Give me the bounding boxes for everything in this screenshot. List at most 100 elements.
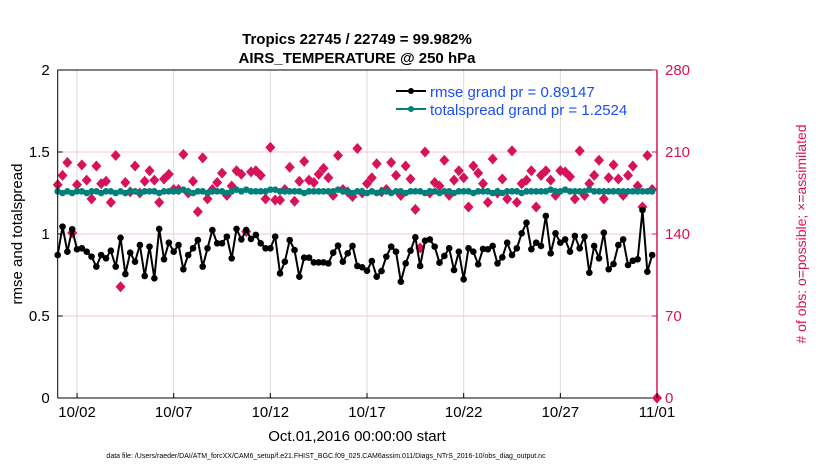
totalspread-point <box>146 188 153 195</box>
rmse-point <box>455 248 463 256</box>
rmse-point <box>180 265 187 273</box>
totalspread-point <box>325 188 332 195</box>
rmse-point <box>88 253 95 260</box>
totalspread-point <box>407 188 414 195</box>
obs-count-marker <box>405 173 416 185</box>
grid <box>57 70 658 398</box>
rmse-point <box>102 254 110 262</box>
totalspread-point <box>160 188 168 195</box>
totalspread-point <box>209 188 216 195</box>
obs-count-marker <box>101 175 112 187</box>
obs-count-marker <box>366 172 377 184</box>
obs-count-marker <box>197 152 208 164</box>
obs-count-marker <box>362 178 373 190</box>
obs-count-marker <box>299 155 310 167</box>
totalspread-point <box>474 188 482 195</box>
rmse-point <box>165 239 173 246</box>
rmse-point <box>542 212 550 220</box>
totalspread-point <box>339 188 347 195</box>
totalspread-point <box>648 188 656 195</box>
rmse-point <box>431 243 438 250</box>
rmse-point <box>528 245 535 253</box>
rmse-point <box>499 253 506 261</box>
rmse-point <box>397 278 405 286</box>
obs-count-marker <box>420 146 431 158</box>
rmse-point <box>122 270 129 278</box>
obs-count-marker <box>144 165 155 177</box>
rmse-point <box>315 259 322 266</box>
rmse-point <box>213 240 221 247</box>
rmse-point <box>590 242 598 250</box>
obs-count-marker <box>105 196 116 208</box>
totalspread-point <box>590 188 598 195</box>
obs-count-marker <box>623 169 634 181</box>
rmse-point <box>93 263 100 270</box>
totalspread-point <box>576 188 583 195</box>
rmse-point <box>349 242 356 250</box>
obs-count-marker <box>608 159 619 171</box>
rmse-point <box>465 244 472 252</box>
obs-count-marker <box>323 172 334 184</box>
obs-count-marker <box>212 176 223 188</box>
obs-count-marker <box>589 169 600 181</box>
rmse-point <box>639 206 646 214</box>
totalspread-point <box>528 188 535 195</box>
rmse-point <box>257 240 264 247</box>
totalspread-point <box>354 188 361 195</box>
rmse-point <box>184 251 192 259</box>
totalspread-point <box>426 188 434 195</box>
obs-count-marker <box>352 142 363 154</box>
rmse-point <box>271 233 279 240</box>
totalspread-point <box>634 188 641 195</box>
rmse-point <box>523 219 530 226</box>
rmse-point <box>479 245 487 253</box>
obs-count-marker <box>545 174 556 186</box>
rmse-point <box>552 230 559 237</box>
rmse-point <box>334 242 342 249</box>
rmse-point <box>436 259 443 267</box>
rmse-point <box>325 260 332 267</box>
rmse-point <box>126 249 134 256</box>
rmse-point <box>600 229 608 236</box>
rmse-point <box>204 244 211 252</box>
legend-totalspread-label: totalspread grand pr = 1.2524 <box>430 102 627 119</box>
rmse-point <box>300 254 308 261</box>
rmse-point <box>281 258 289 266</box>
rmse-point <box>339 258 347 266</box>
totalspread-point <box>315 188 322 195</box>
obs-count-marker <box>72 179 83 191</box>
rmse-point <box>209 226 216 234</box>
obs-count-marker <box>217 167 228 179</box>
obs-count-marker <box>478 178 489 190</box>
rmse-point <box>383 253 390 260</box>
obs-count-marker <box>574 145 585 157</box>
x-tick-label: 10/12 <box>252 404 290 421</box>
obs-count-marker <box>386 157 397 169</box>
x-tick-label: 10/22 <box>445 404 483 421</box>
x-tick-label: 10/27 <box>542 404 580 421</box>
totalspread-point <box>194 188 202 195</box>
totalspread-point <box>508 188 516 195</box>
obs-count-marker <box>540 165 551 177</box>
obs-count-marker <box>453 165 464 177</box>
obs-count-marker <box>434 180 445 192</box>
totalspread-point <box>73 188 81 195</box>
rmse-point <box>146 243 153 250</box>
totalspread-point <box>252 188 260 195</box>
totalspread-point <box>281 188 289 195</box>
totalspread-point <box>392 188 400 195</box>
rmse-point <box>175 241 182 249</box>
rmse-point <box>117 234 124 242</box>
x-tick-label: 10/02 <box>58 404 96 421</box>
obs-count-marker <box>313 168 324 180</box>
totalspread-point <box>378 188 385 195</box>
legend: rmse grand pr = 0.89147 totalspread gran… <box>396 84 627 119</box>
obs-count-marker <box>62 157 73 169</box>
rmse-point <box>107 247 115 255</box>
rmse-point <box>267 244 274 252</box>
obs-count-marker <box>149 174 160 186</box>
obs-count-marker <box>502 193 513 205</box>
rmse-point <box>276 270 284 277</box>
rmse-point <box>262 244 269 252</box>
rmse-point <box>426 236 434 243</box>
